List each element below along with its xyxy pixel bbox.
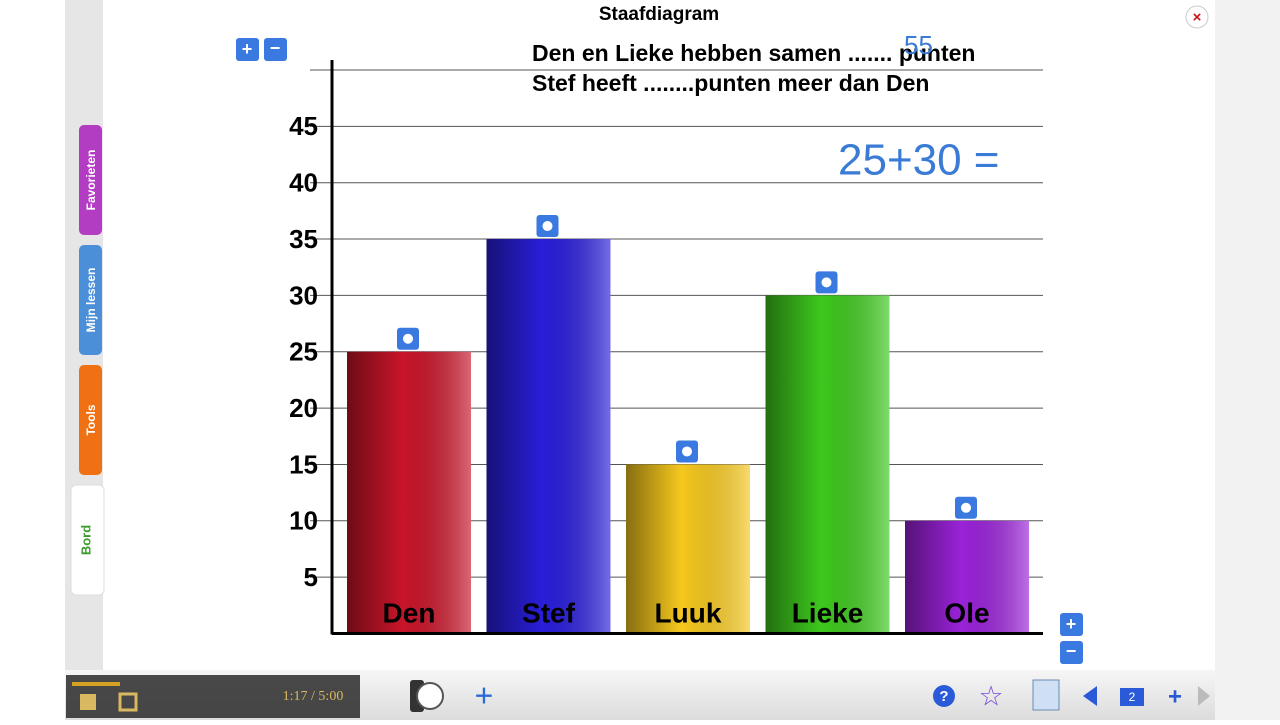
help-button[interactable]	[933, 685, 955, 707]
tab-label[interactable]: Bord	[78, 525, 93, 555]
add-button[interactable]: +	[475, 677, 494, 713]
bar-shading	[905, 520, 1029, 634]
y-tick-label: 45	[289, 111, 318, 141]
zoom-top: + − + −	[236, 38, 1083, 664]
next-page[interactable]	[1198, 686, 1210, 706]
tab[interactable]	[70, 484, 105, 596]
side-tabs: Favorieten Mijn lessen Tools Bord	[70, 125, 105, 596]
zoom-out-icon[interactable]: −	[270, 38, 281, 58]
drag-handle-icon	[961, 502, 971, 513]
zoom-in[interactable]	[236, 38, 259, 61]
right-margin	[1215, 0, 1280, 720]
add-page[interactable]: +	[1168, 683, 1182, 710]
y-tick-label: 40	[289, 168, 318, 198]
zoom-in-icon[interactable]: +	[242, 39, 253, 59]
timer-icon[interactable]	[416, 682, 444, 710]
drag-handle-icon	[403, 333, 413, 344]
bar-shading	[486, 239, 611, 634]
close-button[interactable]	[1185, 5, 1209, 29]
bar-shading	[347, 351, 471, 634]
progress-bar	[72, 682, 120, 686]
category-label: Lieke	[792, 597, 864, 628]
tab[interactable]	[79, 245, 102, 355]
y-tick-label: 30	[289, 280, 318, 310]
y-tick-label: 5	[304, 562, 318, 592]
zoom-in[interactable]	[1060, 613, 1083, 636]
category-label: Stef	[522, 597, 576, 628]
y-tick-label: 10	[289, 506, 318, 536]
bar-shading	[626, 464, 750, 634]
zoom-out[interactable]	[264, 38, 287, 61]
tab-label[interactable]: Favorieten	[84, 150, 98, 211]
category-label: Ole	[944, 597, 989, 628]
drag-handle-icon	[682, 446, 692, 457]
tab[interactable]	[79, 125, 102, 235]
y-tick-label: 15	[289, 449, 318, 479]
prev-page[interactable]	[1083, 686, 1097, 706]
handwritten-sum: 25+30 =	[838, 136, 1000, 185]
window-title: Staafdiagram	[599, 4, 719, 25]
y-tick-label: 20	[289, 393, 318, 423]
tab-label[interactable]: Mijn lessen	[84, 268, 98, 333]
question-line: Den en Lieke hebben samen ....... punten	[532, 40, 975, 66]
close-icon[interactable]: ×	[1193, 9, 1202, 26]
category-label: Den	[383, 597, 436, 628]
drag-handle-icon	[821, 277, 832, 288]
bar-chart: 5 10 15 20 25 30 35 40 45 Den Stef Luuk Lieke Ole	[289, 60, 1043, 635]
list-button[interactable]	[1032, 679, 1060, 711]
page-number: 2	[1129, 690, 1136, 704]
star-button[interactable]: ☆	[978, 680, 1003, 711]
zoom-in-icon[interactable]: +	[1066, 614, 1077, 634]
question-line: Stef heeft ........punten meer dan Den	[532, 70, 929, 96]
pause-button[interactable]	[118, 692, 138, 712]
tab-label[interactable]: Tools	[84, 404, 98, 435]
zoom-out[interactable]	[1060, 641, 1083, 664]
bar-shading	[765, 295, 890, 634]
tab[interactable]	[79, 365, 102, 475]
zoom-out-icon[interactable]: −	[1066, 641, 1077, 661]
page-indicator	[1120, 688, 1144, 706]
y-tick-label: 25	[289, 337, 318, 367]
stop-button[interactable]	[80, 694, 96, 710]
category-label: Luuk	[655, 597, 722, 628]
y-tick-label: 35	[289, 224, 318, 254]
drag-handle-icon	[542, 221, 553, 232]
help-icon[interactable]: ?	[939, 688, 948, 705]
player-time: 1:17 / 5:00	[283, 689, 344, 704]
handwritten-answer: 55	[904, 30, 933, 60]
